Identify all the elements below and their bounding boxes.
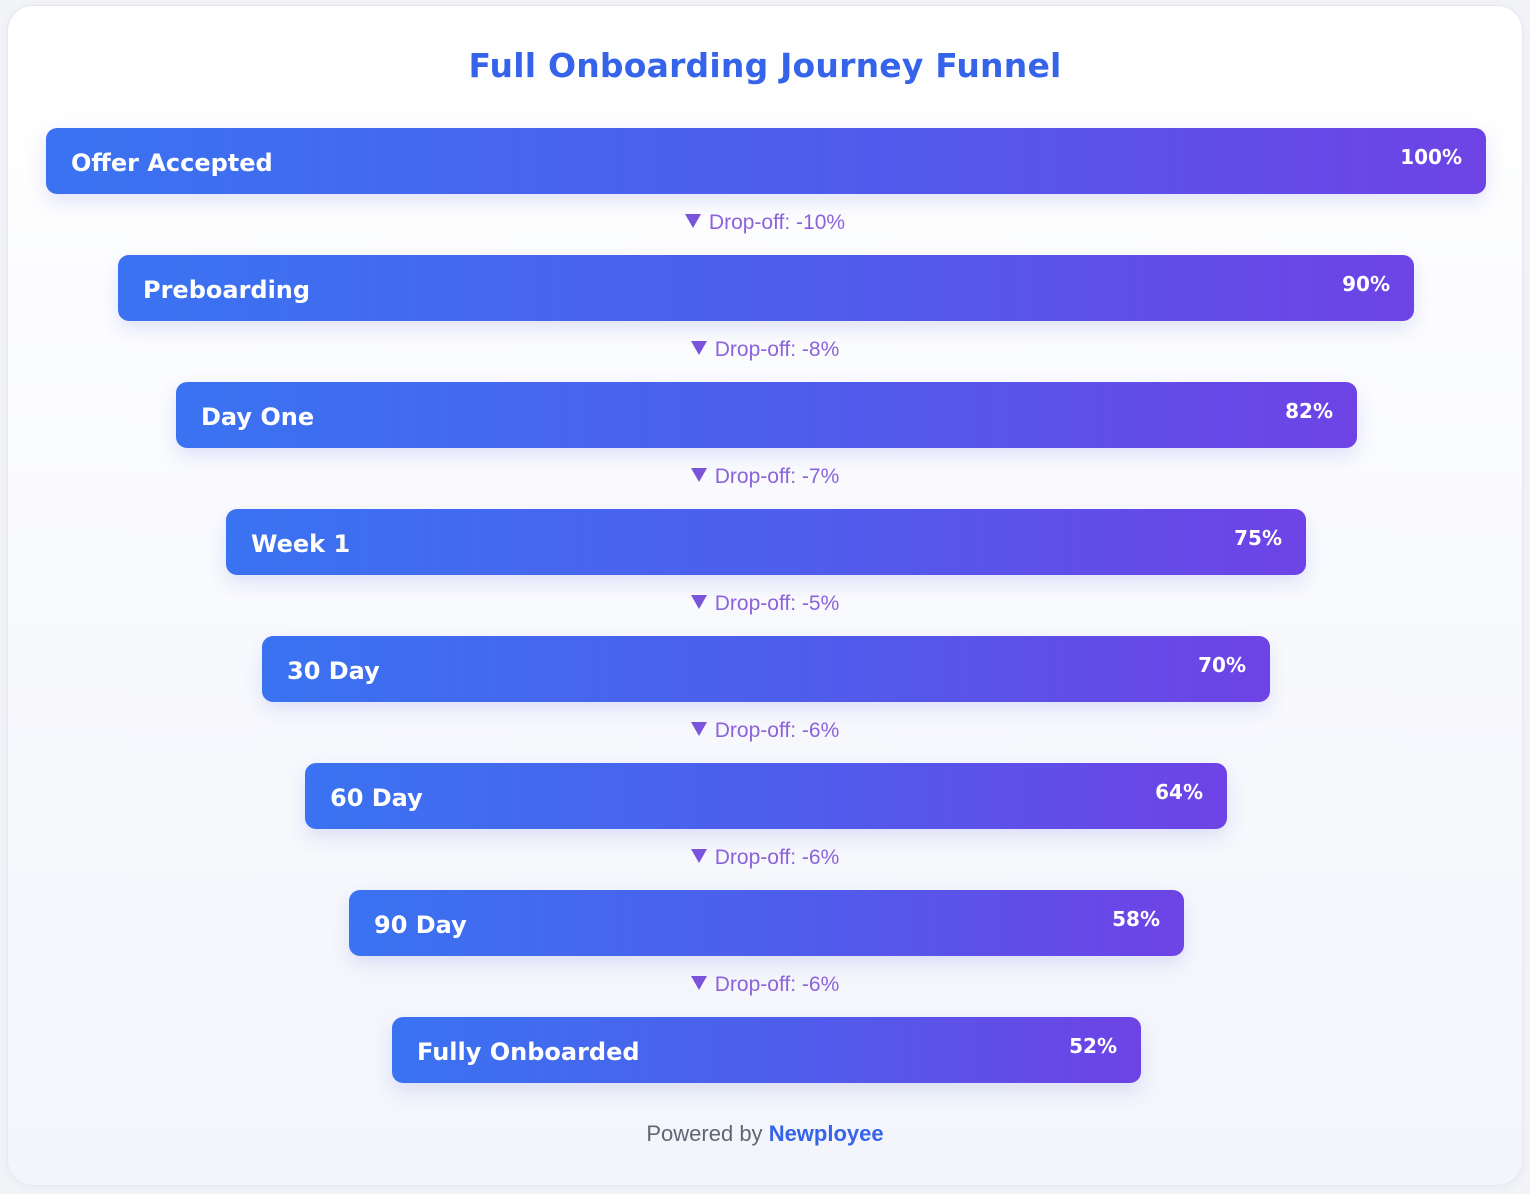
dropoff-label: Drop-off: -8% bbox=[0, 337, 1530, 363]
down-triangle-icon bbox=[690, 849, 707, 863]
funnel-stage-bar: Day One 82% bbox=[176, 382, 1357, 448]
stage-label: Day One bbox=[201, 403, 315, 431]
stage-label: Fully Onboarded bbox=[417, 1038, 640, 1066]
dropoff-text: Drop-off: -7% bbox=[714, 465, 840, 488]
footer-prefix: Powered by bbox=[646, 1121, 763, 1146]
dropoff-label: Drop-off: -10% bbox=[0, 210, 1530, 236]
chart-title: Full Onboarding Journey Funnel bbox=[468, 46, 1062, 85]
funnel-stage-bar: Preboarding 90% bbox=[118, 255, 1414, 321]
down-triangle-icon bbox=[690, 722, 707, 736]
stage-value-label: 82% bbox=[1285, 399, 1333, 423]
dropoff-label: Drop-off: -6% bbox=[0, 972, 1530, 998]
funnel-stage-bar: 30 Day 70% bbox=[262, 636, 1270, 702]
dropoff-text: Drop-off: -6% bbox=[714, 846, 840, 869]
footer-brand-link[interactable]: Newployee bbox=[768, 1121, 884, 1146]
funnel-stage-bar: 90 Day 58% bbox=[349, 890, 1184, 956]
stage-label: Week 1 bbox=[251, 530, 351, 558]
funnel-stage-bar: Fully Onboarded 52% bbox=[392, 1017, 1141, 1083]
down-triangle-icon bbox=[690, 976, 707, 990]
funnel-stage-bar: 60 Day 64% bbox=[305, 763, 1227, 829]
stage-label: 30 Day bbox=[287, 657, 380, 685]
dropoff-text: Drop-off: -10% bbox=[708, 211, 846, 234]
dropoff-label: Drop-off: -7% bbox=[0, 464, 1530, 490]
stage-value-label: 52% bbox=[1069, 1034, 1117, 1058]
stage-label: Offer Accepted bbox=[71, 149, 273, 177]
stage-value-label: 58% bbox=[1112, 907, 1160, 931]
footer: Powered by Newployee bbox=[0, 1120, 1530, 1148]
funnel-stage-bar: Offer Accepted 100% bbox=[46, 128, 1486, 194]
down-triangle-icon bbox=[684, 214, 701, 228]
down-triangle-icon bbox=[690, 595, 707, 609]
dropoff-label: Drop-off: -5% bbox=[0, 591, 1530, 617]
chart-card bbox=[7, 5, 1523, 1186]
stage-label: Preboarding bbox=[143, 276, 311, 304]
stage-value-label: 100% bbox=[1400, 145, 1462, 169]
dropoff-text: Drop-off: -6% bbox=[714, 973, 840, 996]
funnel-stage-bar: Week 1 75% bbox=[226, 509, 1306, 575]
dropoff-label: Drop-off: -6% bbox=[0, 718, 1530, 744]
dropoff-label: Drop-off: -6% bbox=[0, 845, 1530, 871]
dropoff-text: Drop-off: -5% bbox=[714, 592, 840, 615]
stage-label: 90 Day bbox=[374, 911, 467, 939]
stage-label: 60 Day bbox=[330, 784, 423, 812]
stage-value-label: 64% bbox=[1155, 780, 1203, 804]
dropoff-text: Drop-off: -6% bbox=[714, 719, 840, 742]
stage-value-label: 70% bbox=[1198, 653, 1246, 677]
dropoff-text: Drop-off: -8% bbox=[714, 338, 840, 361]
down-triangle-icon bbox=[690, 341, 707, 355]
stage-value-label: 75% bbox=[1234, 526, 1282, 550]
stage-value-label: 90% bbox=[1342, 272, 1390, 296]
down-triangle-icon bbox=[690, 468, 707, 482]
